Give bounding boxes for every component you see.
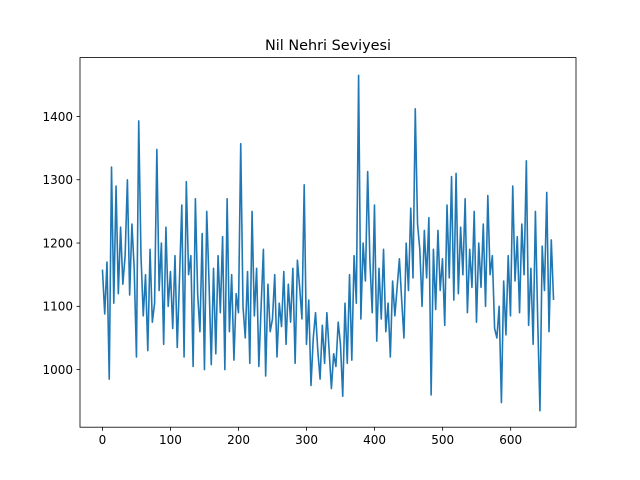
plot-frame — [79, 57, 577, 428]
x-tick-label: 600 — [499, 433, 522, 447]
y-tick-label: 1200 — [42, 236, 73, 250]
x-tick-label: 500 — [431, 433, 454, 447]
x-axis: 0 100 200 300 400 500 600 — [99, 427, 522, 447]
y-axis: 1000 1100 1200 1300 1400 — [42, 110, 80, 377]
x-tick-label: 400 — [363, 433, 386, 447]
x-tick-label: 0 — [99, 433, 107, 447]
y-tick-label: 1100 — [42, 300, 73, 314]
y-tick-label: 1400 — [42, 110, 73, 124]
x-tick-label: 300 — [295, 433, 318, 447]
y-tick-label: 1300 — [42, 173, 73, 187]
y-tick-label: 1000 — [42, 363, 73, 377]
x-tick-label: 200 — [227, 433, 250, 447]
series-line-0 — [101, 74, 555, 412]
chart-title: Nil Nehri Seviyesi — [265, 38, 391, 54]
plot-area — [101, 74, 555, 412]
x-tick-label: 100 — [159, 433, 182, 447]
